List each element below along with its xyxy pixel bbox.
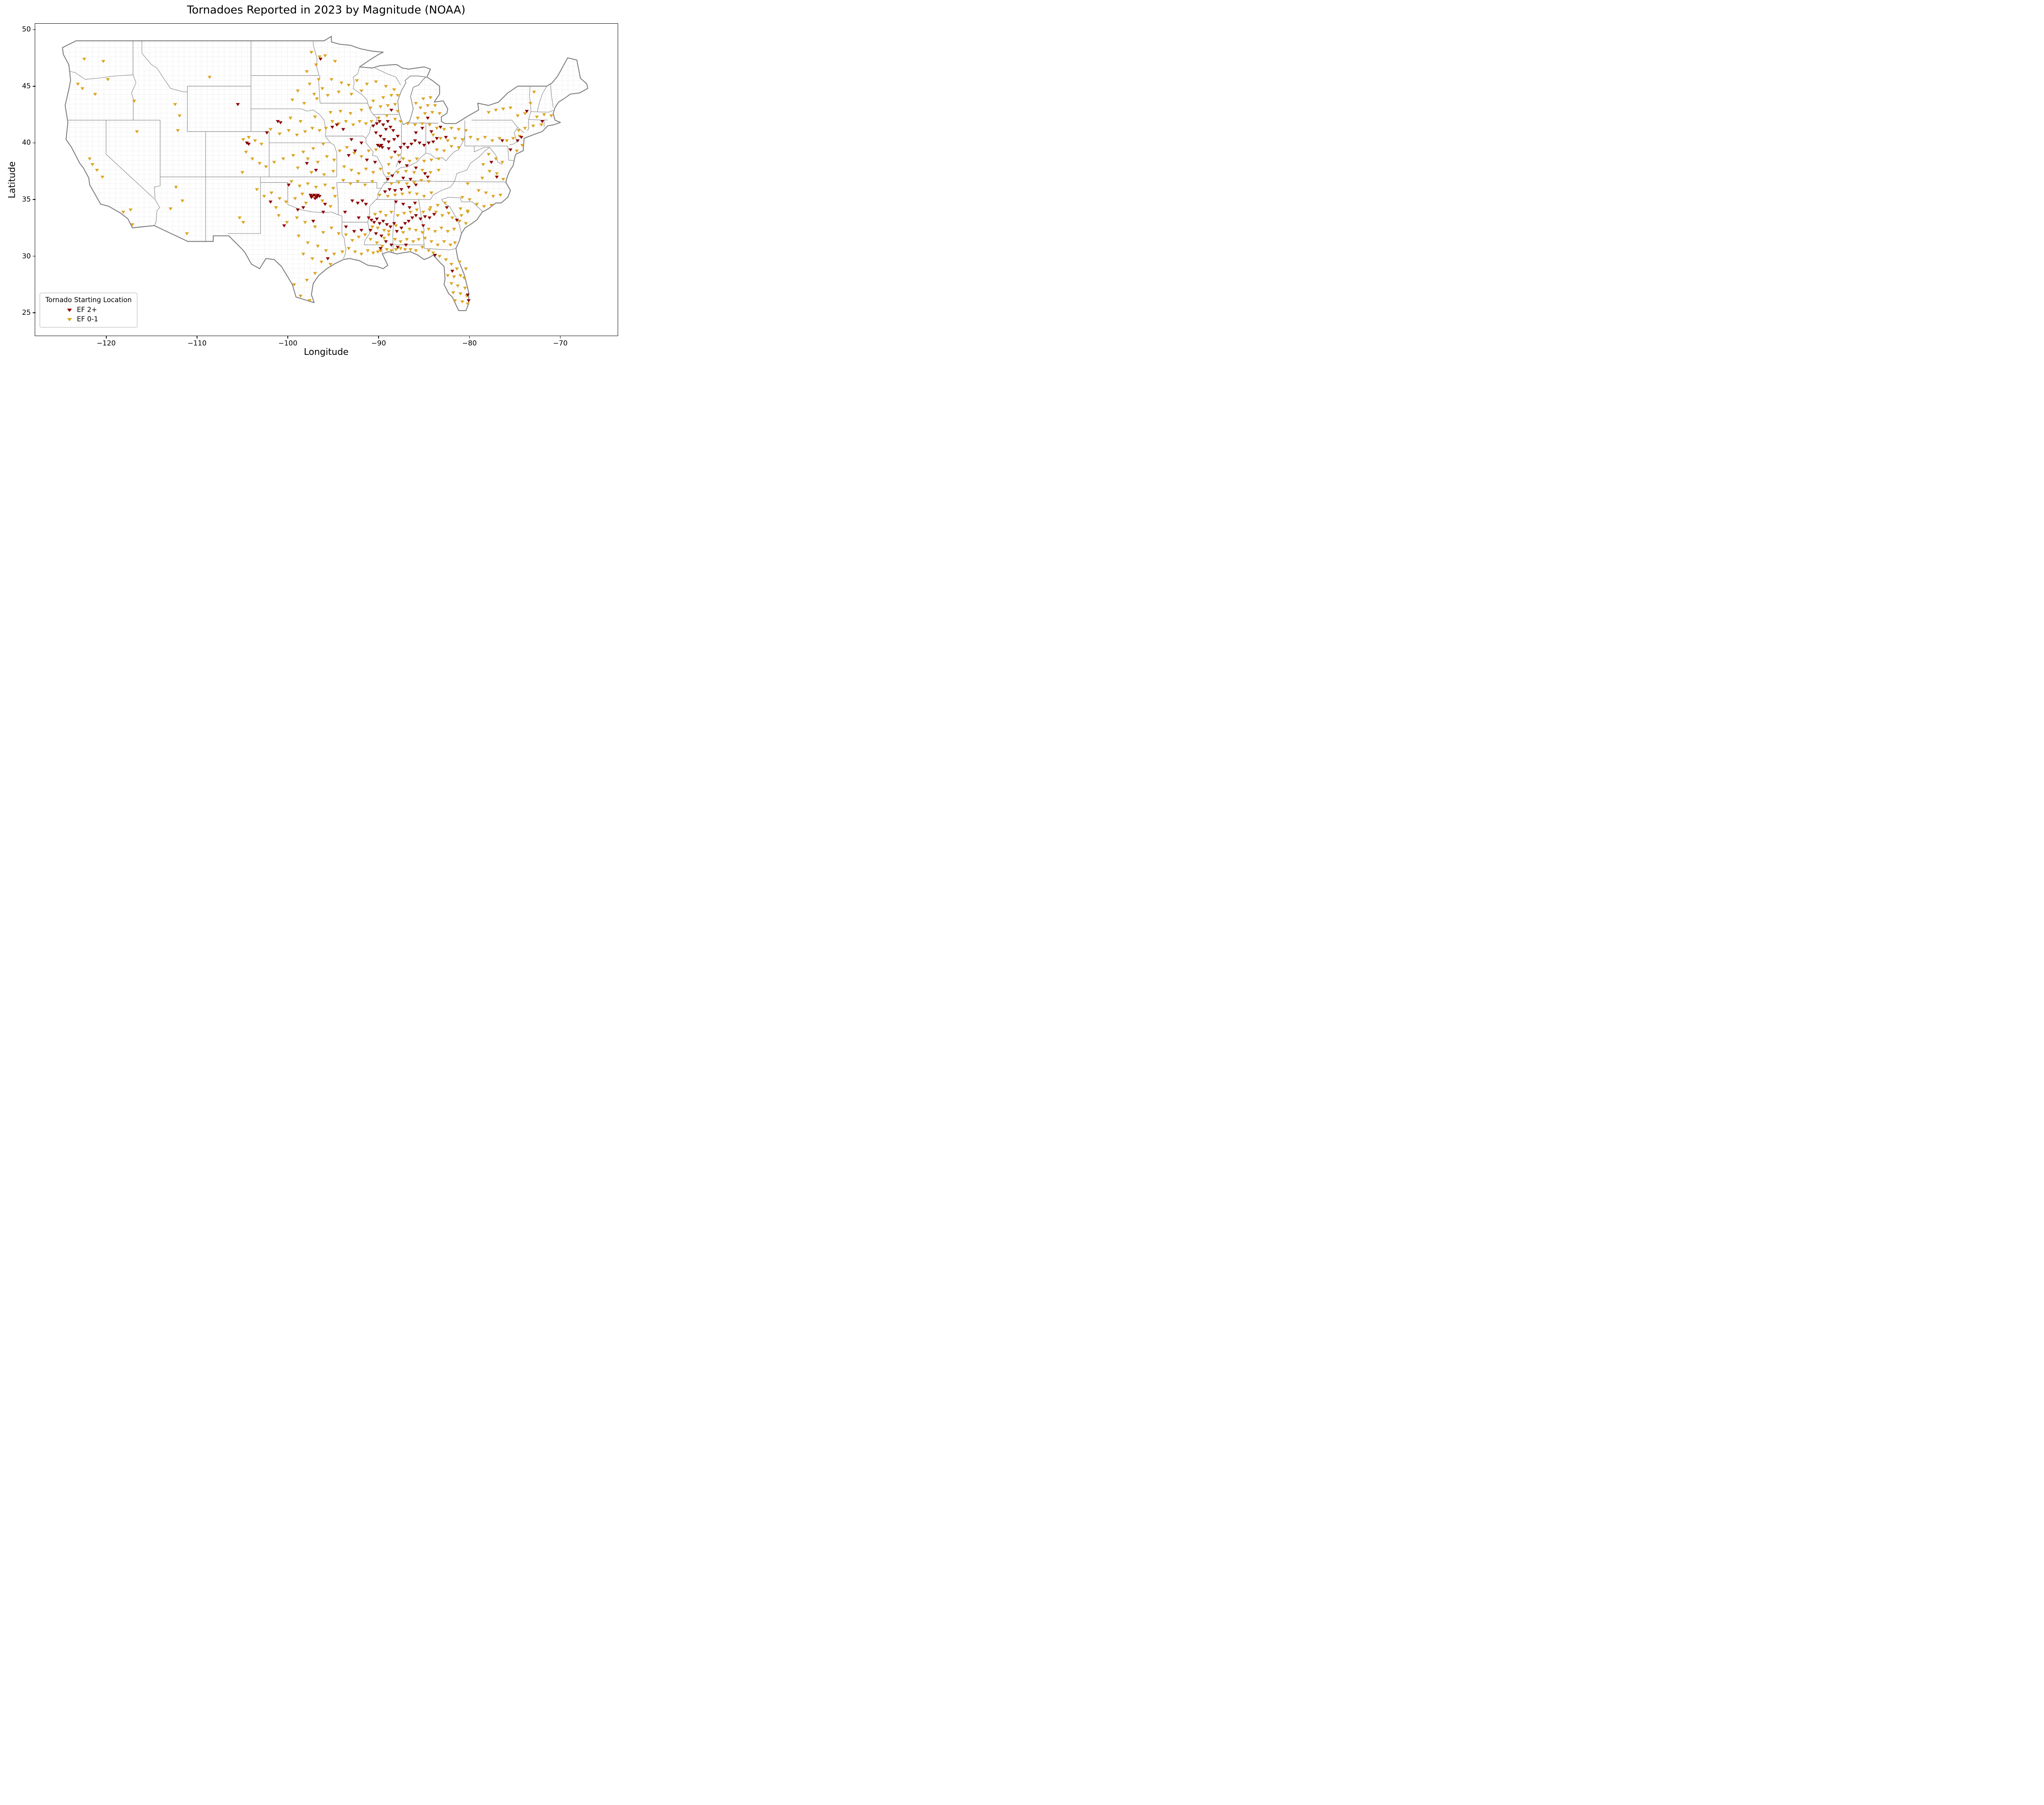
x-tick-label: −120 <box>96 339 116 348</box>
legend: Tornado Starting Location EF 2+ EF 0-1 <box>40 293 138 327</box>
us-map <box>62 36 588 311</box>
x-axis-label: Longitude <box>304 347 349 357</box>
x-tick-label: −110 <box>187 339 207 348</box>
y-tick-mark <box>32 142 36 144</box>
x-tick-label: −90 <box>371 339 386 348</box>
plot-area: Tornado Starting Location EF 2+ EF 0-1 <box>35 23 618 336</box>
y-tick-mark <box>32 86 36 87</box>
y-tick-label: 45 <box>22 82 31 90</box>
triangle-down-icon <box>67 308 72 312</box>
y-tick-label: 35 <box>22 195 31 204</box>
x-tick-label: −70 <box>553 339 568 348</box>
y-tick-mark <box>32 312 36 313</box>
chart-title: Tornadoes Reported in 2023 by Magnitude … <box>187 4 466 16</box>
legend-item-label: EF 0-1 <box>77 315 99 323</box>
y-tick-label: 25 <box>22 309 31 317</box>
y-tick-mark <box>32 199 36 200</box>
x-tick-mark <box>378 335 379 339</box>
legend-item-ef2plus: EF 2+ <box>45 305 132 314</box>
y-tick-label: 50 <box>22 25 31 34</box>
x-tick-mark <box>469 335 470 339</box>
y-axis-label: Latitude <box>7 161 18 199</box>
y-tick-label: 40 <box>22 139 31 147</box>
x-tick-label: −100 <box>278 339 298 348</box>
legend-item-ef01: EF 0-1 <box>45 314 132 324</box>
x-tick-mark <box>287 335 288 339</box>
figure: Tornadoes Reported in 2023 by Magnitude … <box>0 0 631 361</box>
x-tick-label: −80 <box>462 339 477 348</box>
y-tick-label: 30 <box>22 252 31 260</box>
y-tick-mark <box>32 29 36 30</box>
y-tick-mark <box>32 256 36 257</box>
legend-title: Tornado Starting Location <box>45 296 132 304</box>
x-tick-mark <box>560 335 561 339</box>
legend-item-label: EF 2+ <box>77 306 97 314</box>
x-tick-mark <box>106 335 107 339</box>
triangle-down-icon <box>67 318 72 321</box>
